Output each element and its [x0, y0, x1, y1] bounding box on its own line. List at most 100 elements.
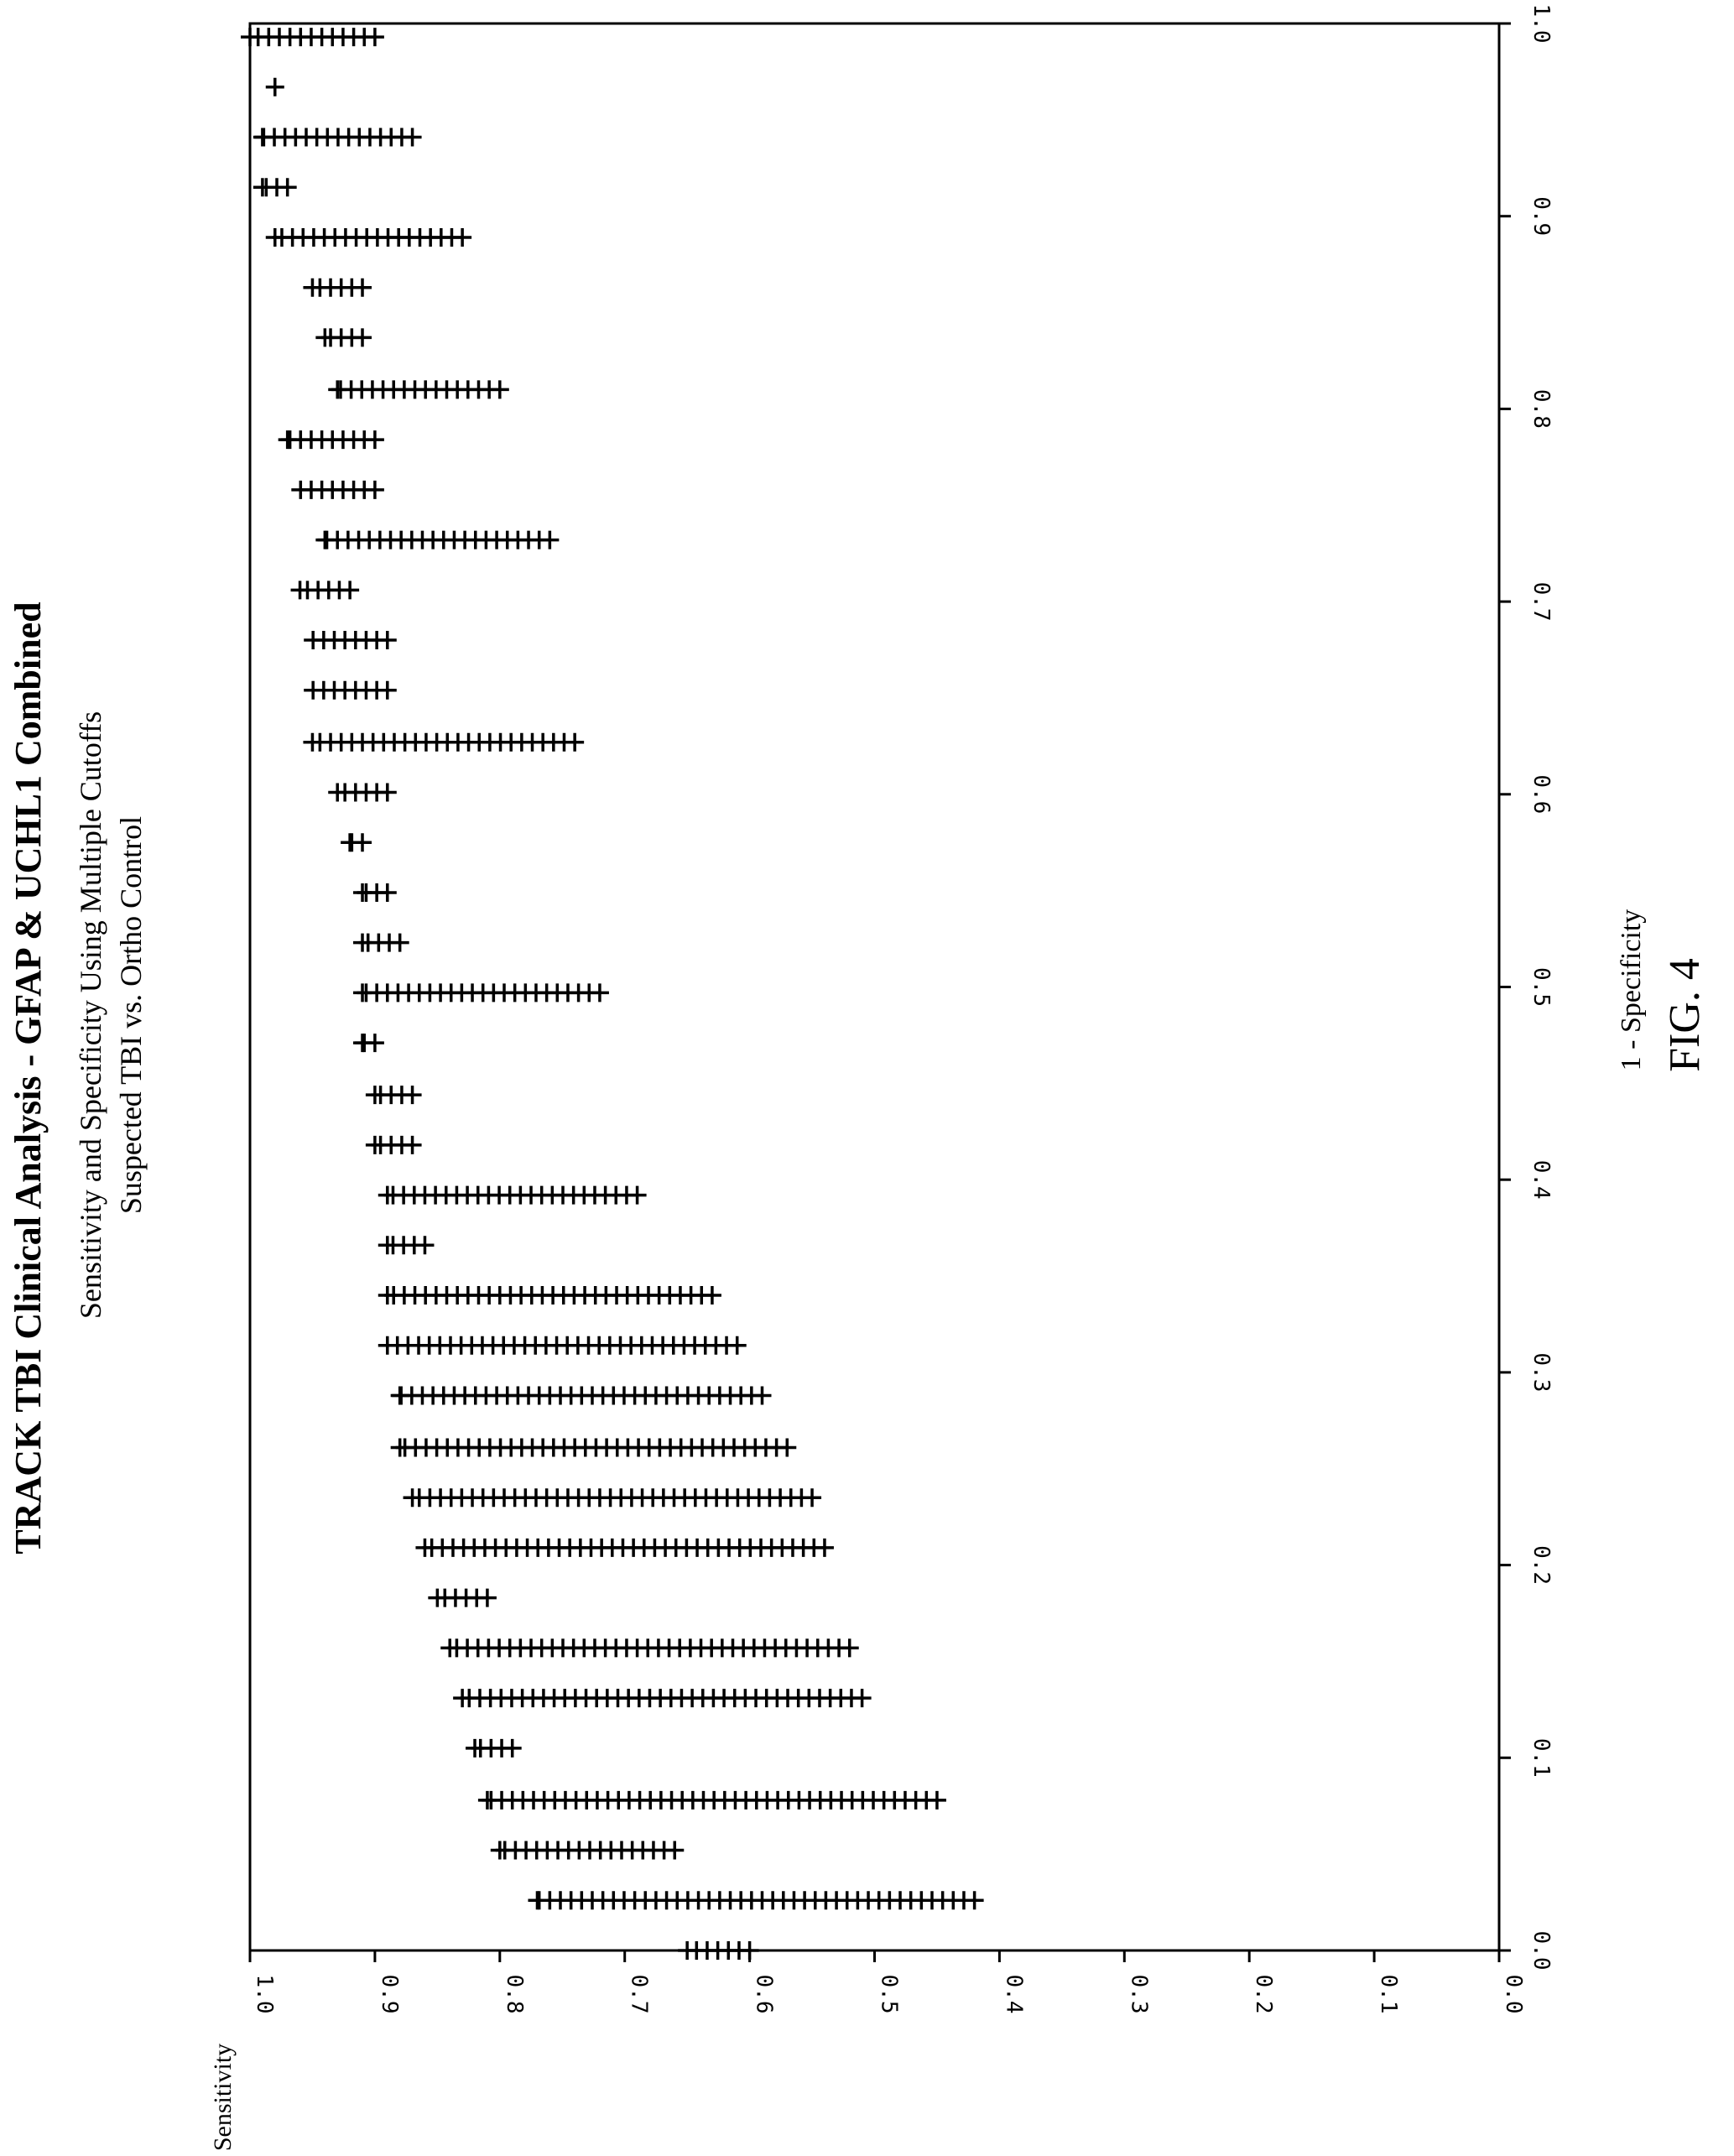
data-row — [378, 1286, 721, 1305]
data-point — [453, 1689, 472, 1708]
figure-label: FIG. 4 — [1661, 958, 1709, 1072]
data-row — [428, 1588, 497, 1607]
data-point — [353, 933, 372, 952]
data-row — [253, 128, 422, 147]
chart-subtitle-1: Sensitivity and Specificity Using Multip… — [74, 711, 107, 1319]
data-row — [378, 1336, 747, 1355]
data-point — [341, 833, 360, 852]
x-tick-label: 0.0 — [1528, 1931, 1554, 1971]
x-tick-label: 0.5 — [1528, 967, 1554, 1007]
x-tick-label: 0.4 — [1528, 1160, 1554, 1200]
data-point — [315, 328, 335, 347]
data-row — [453, 1689, 872, 1708]
data-row — [528, 1891, 984, 1910]
x-tick-label: 0.6 — [1528, 774, 1554, 814]
data-row — [490, 1841, 685, 1860]
data-point — [428, 1588, 447, 1607]
y-tick-label: 0.0 — [1501, 1975, 1526, 2014]
data-point — [304, 680, 323, 700]
chart-subtitle-2: Suspected TBI vs. Ortho Control — [114, 816, 148, 1214]
data-point — [304, 631, 323, 650]
data-point — [278, 430, 297, 450]
data-point — [290, 581, 310, 600]
x-tick-label: 0.3 — [1528, 1352, 1554, 1392]
data-point — [303, 732, 322, 752]
data-row — [303, 278, 372, 297]
data-point — [490, 1841, 509, 1860]
y-tick-label: 0.1 — [1376, 1975, 1401, 2014]
data-point — [265, 227, 284, 247]
data-row — [315, 328, 372, 347]
data-row — [265, 77, 284, 96]
data-row — [353, 983, 609, 1002]
data-point — [378, 1336, 397, 1355]
data-row — [353, 883, 397, 902]
data-row — [378, 1185, 647, 1205]
data-point — [528, 1891, 547, 1910]
data-row — [303, 732, 585, 752]
x-tick-label: 0.2 — [1528, 1545, 1554, 1585]
data-point — [353, 883, 372, 902]
x-tick-label: 1.0 — [1528, 4, 1554, 44]
data-row — [315, 530, 560, 549]
data-points — [241, 28, 984, 1960]
y-tick-label: 0.3 — [1126, 1975, 1151, 2014]
data-point — [365, 1135, 384, 1154]
data-row — [365, 1086, 422, 1105]
data-point — [241, 28, 259, 47]
data-row — [328, 380, 509, 399]
data-point — [403, 1488, 422, 1508]
y-axis: 0.0 0.1 0.2 0.3 0.4 0.5 0.6 0.7 0.8 0.9 1.0 — [248, 1950, 1526, 2014]
data-row — [466, 1738, 522, 1758]
data-point — [678, 1941, 697, 1960]
x-tick-label: 0.7 — [1528, 582, 1554, 622]
data-row — [440, 1638, 859, 1658]
y-tick-label: 0.2 — [1251, 1975, 1276, 2014]
data-point — [378, 1286, 397, 1305]
y-tick-label: 0.8 — [502, 1975, 527, 2014]
data-point — [477, 1790, 497, 1810]
y-tick-label: 0.5 — [877, 1975, 902, 2014]
data-point — [328, 380, 347, 399]
data-row — [291, 480, 384, 499]
data-row — [390, 1438, 797, 1457]
y-tick-label: 0.7 — [627, 1975, 652, 2014]
data-point — [353, 1034, 372, 1053]
data-point — [253, 128, 272, 147]
data-point — [390, 1438, 409, 1457]
data-row — [415, 1538, 834, 1557]
data-row — [304, 680, 397, 700]
data-point — [253, 178, 272, 197]
data-point — [378, 1236, 397, 1255]
data-point — [390, 1386, 409, 1405]
data-point — [466, 1738, 485, 1758]
x-tick-label: 0.9 — [1528, 196, 1554, 236]
data-row — [403, 1488, 822, 1508]
data-row — [390, 1386, 772, 1405]
x-tick-label: 0.1 — [1528, 1738, 1554, 1778]
data-point — [415, 1538, 435, 1557]
data-row — [304, 631, 397, 650]
data-row — [365, 1135, 422, 1154]
data-row — [477, 1790, 946, 1810]
data-point — [365, 1086, 384, 1105]
y-axis-label: Sensitivity — [209, 2044, 237, 2151]
data-row — [378, 1236, 435, 1255]
data-point — [353, 983, 372, 1002]
data-row — [328, 783, 397, 802]
data-row — [290, 581, 360, 600]
data-point — [303, 278, 322, 297]
x-axis: 0.0 0.1 0.2 0.3 0.4 0.5 0.6 0.7 0.8 0.9 1.0 — [1499, 4, 1554, 1971]
chart-title: TRACK TBI Clinical Analysis - GFAP & UCH… — [8, 601, 49, 1554]
plot-area — [248, 22, 1501, 1952]
data-row — [278, 430, 384, 450]
data-row — [253, 178, 297, 197]
y-tick-label: 0.4 — [1001, 1975, 1026, 2014]
x-axis-label: 1 - Specificity — [1616, 909, 1647, 1071]
data-row — [353, 1034, 384, 1053]
data-row — [241, 28, 384, 47]
data-row — [678, 1941, 759, 1960]
y-tick-label: 0.9 — [377, 1975, 402, 2014]
data-row — [341, 833, 372, 852]
